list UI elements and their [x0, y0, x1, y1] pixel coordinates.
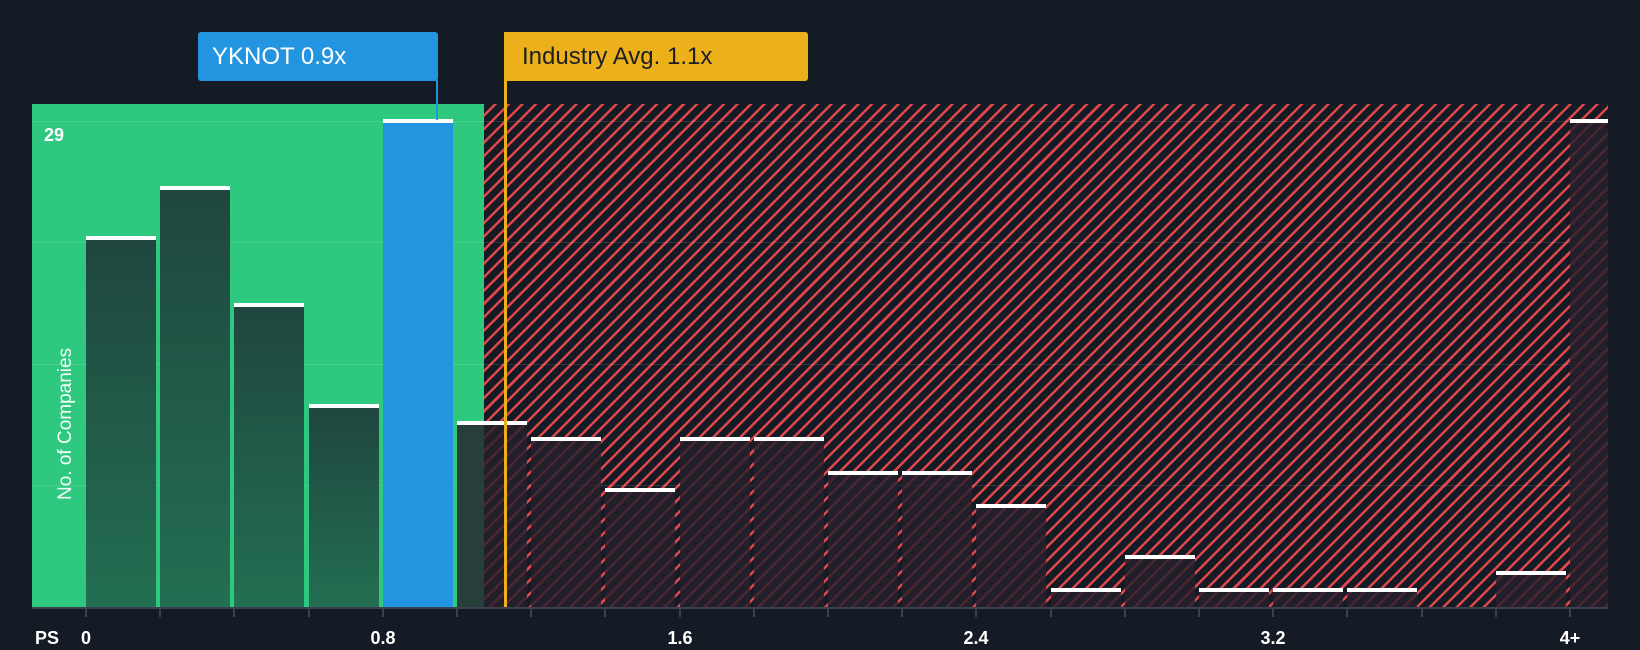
- bar-cap: [1570, 119, 1608, 123]
- x-tick: [1346, 609, 1349, 617]
- gridline: [32, 121, 1608, 122]
- x-tick-label: 1.6: [667, 628, 693, 648]
- chart-plot-area: [32, 104, 1608, 607]
- gridline: [32, 242, 1608, 243]
- histogram-bar: [902, 470, 973, 607]
- bar-cap: [457, 420, 527, 425]
- bar-cap: [86, 236, 156, 241]
- y-max-label: 29: [44, 125, 65, 145]
- histogram-bar: [1050, 588, 1121, 607]
- histogram-bar: [753, 437, 824, 607]
- x-tick: [1494, 609, 1497, 617]
- company-marker-line: [436, 80, 438, 120]
- bar-cap: [1347, 588, 1418, 593]
- bar-cap: [234, 303, 305, 308]
- bar-cap: [1199, 588, 1269, 593]
- x-tick: [85, 609, 87, 617]
- x-tick: [827, 609, 829, 617]
- bar-cap: [976, 504, 1047, 509]
- x-tick-label: 4+: [1559, 628, 1581, 648]
- x-tick: [901, 609, 904, 617]
- histogram-bar: [1570, 119, 1608, 607]
- company-callout: YKNOT 0.9x: [198, 32, 438, 81]
- histogram-bar: [531, 437, 602, 607]
- y-axis-title: No. of Companies: [55, 347, 76, 500]
- bar-cap: [1050, 588, 1121, 593]
- x-axis-title: PS: [35, 628, 60, 648]
- bar-cap: [382, 119, 453, 123]
- x-tick: [604, 609, 607, 617]
- x-tick: [975, 609, 978, 617]
- x-tick-label: 0: [80, 628, 92, 648]
- bar-cap: [531, 437, 602, 442]
- x-tick: [1272, 609, 1275, 617]
- x-tick: [159, 609, 162, 617]
- x-tick: [456, 609, 458, 617]
- x-tick: [307, 609, 310, 617]
- x-tick: [1198, 609, 1200, 617]
- x-tick: [1123, 609, 1126, 617]
- highlighted-bar: [382, 119, 453, 607]
- histogram-bar: [679, 437, 750, 607]
- histogram-bar: [457, 420, 527, 607]
- histogram-bar: [976, 504, 1047, 607]
- industry-avg-line: [504, 32, 507, 607]
- gridline: [32, 364, 1608, 365]
- histogram-bar: [1347, 588, 1418, 607]
- histogram-bar: [605, 487, 676, 607]
- histogram-bar: [86, 236, 156, 607]
- histogram-bar: [1495, 571, 1566, 607]
- bar-cap: [308, 403, 379, 408]
- bar-cap: [828, 470, 898, 475]
- x-tick: [1049, 609, 1052, 617]
- x-tick: [530, 609, 533, 617]
- x-tick: [1569, 609, 1571, 617]
- histogram-bar: [234, 303, 305, 607]
- bar-cap: [605, 487, 676, 492]
- histogram-bar: [1124, 554, 1195, 607]
- bar-cap: [753, 437, 824, 442]
- x-tick-label: 3.2: [1260, 628, 1286, 648]
- histogram-bar: [160, 186, 231, 607]
- histogram-bar: [1273, 588, 1344, 607]
- x-tick: [678, 609, 681, 617]
- bar-cap: [1273, 588, 1344, 593]
- x-tick-label: 0.8: [370, 628, 396, 648]
- bar-cap: [1124, 554, 1195, 559]
- x-tick: [233, 609, 236, 617]
- x-axis: [32, 607, 1608, 609]
- x-tick: [381, 609, 384, 617]
- industry-avg-callout: Industry Avg. 1.1x: [504, 32, 808, 81]
- bar-cap: [902, 470, 973, 475]
- x-tick: [1420, 609, 1423, 617]
- bar-cap: [160, 186, 231, 191]
- x-tick: [752, 609, 755, 617]
- histogram-bar: [1199, 588, 1269, 607]
- histogram-bar: [308, 403, 379, 607]
- x-tick-label: 2.4: [963, 628, 989, 648]
- bar-cap: [1495, 571, 1566, 576]
- histogram-bar: [828, 470, 898, 607]
- bar-cap: [679, 437, 750, 442]
